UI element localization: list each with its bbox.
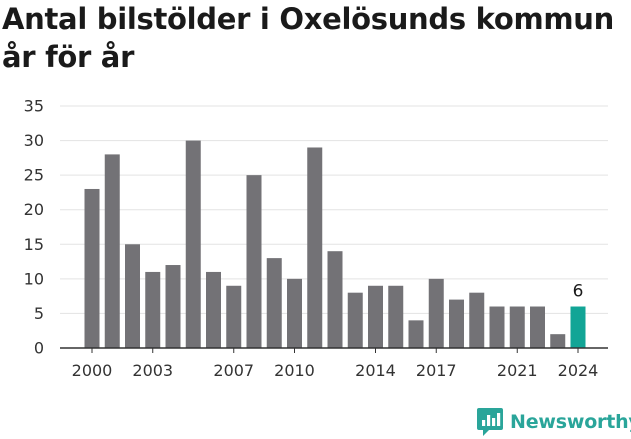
chart-title: Antal bilstölder i Oxelösunds kommun år … (2, 2, 614, 74)
bar (570, 306, 586, 348)
bar (206, 271, 221, 348)
bar (104, 154, 120, 348)
brand-name: Newsworthy (510, 411, 631, 433)
y-axis-ticks: 0 5 10 15 20 25 30 35 (24, 97, 44, 358)
bar (185, 140, 201, 348)
x-tick-label: 2003 (132, 361, 173, 380)
bar (307, 147, 323, 348)
bar (165, 265, 181, 348)
bar (550, 334, 566, 348)
y-tick-label: 0 (34, 339, 44, 358)
newsworthy-logo: Newsworthy (476, 406, 631, 438)
y-tick-label: 35 (24, 97, 44, 116)
x-tick-label: 2021 (497, 361, 538, 380)
y-tick-label: 20 (24, 200, 44, 219)
y-tick-label: 30 (24, 131, 44, 150)
bar (368, 285, 383, 348)
newsworthy-chart-bubble-icon (477, 408, 503, 436)
bar (327, 251, 343, 348)
y-tick-label: 5 (34, 304, 44, 323)
x-tick-label: 2024 (558, 361, 599, 380)
data-label: 6 (573, 282, 584, 302)
x-tick-label: 2017 (416, 361, 457, 380)
x-tick-label: 2010 (274, 361, 315, 380)
bar (469, 292, 485, 348)
bar (226, 285, 242, 348)
y-tick-label: 15 (24, 235, 44, 254)
bar (266, 258, 282, 348)
bars (60, 140, 608, 349)
y-tick-label: 10 (24, 269, 44, 288)
y-tick-label: 25 (24, 166, 44, 185)
x-axis-ticks: 2000 2003 2007 2010 2014 2017 2021 2024 (72, 348, 599, 380)
bar (530, 306, 545, 348)
bar (428, 278, 444, 348)
annotations: 6 (573, 282, 584, 302)
bar (509, 306, 525, 348)
bar (347, 292, 363, 348)
bar (449, 299, 464, 348)
x-tick-label: 2007 (213, 361, 254, 380)
bar (408, 320, 424, 348)
bar (287, 278, 302, 348)
bar (246, 175, 262, 348)
bar (145, 271, 161, 348)
bar (125, 244, 140, 348)
x-tick-label: 2000 (72, 361, 113, 380)
bar (84, 188, 100, 348)
x-tick-label: 2014 (355, 361, 396, 380)
bar (489, 306, 505, 348)
bar (388, 285, 404, 348)
